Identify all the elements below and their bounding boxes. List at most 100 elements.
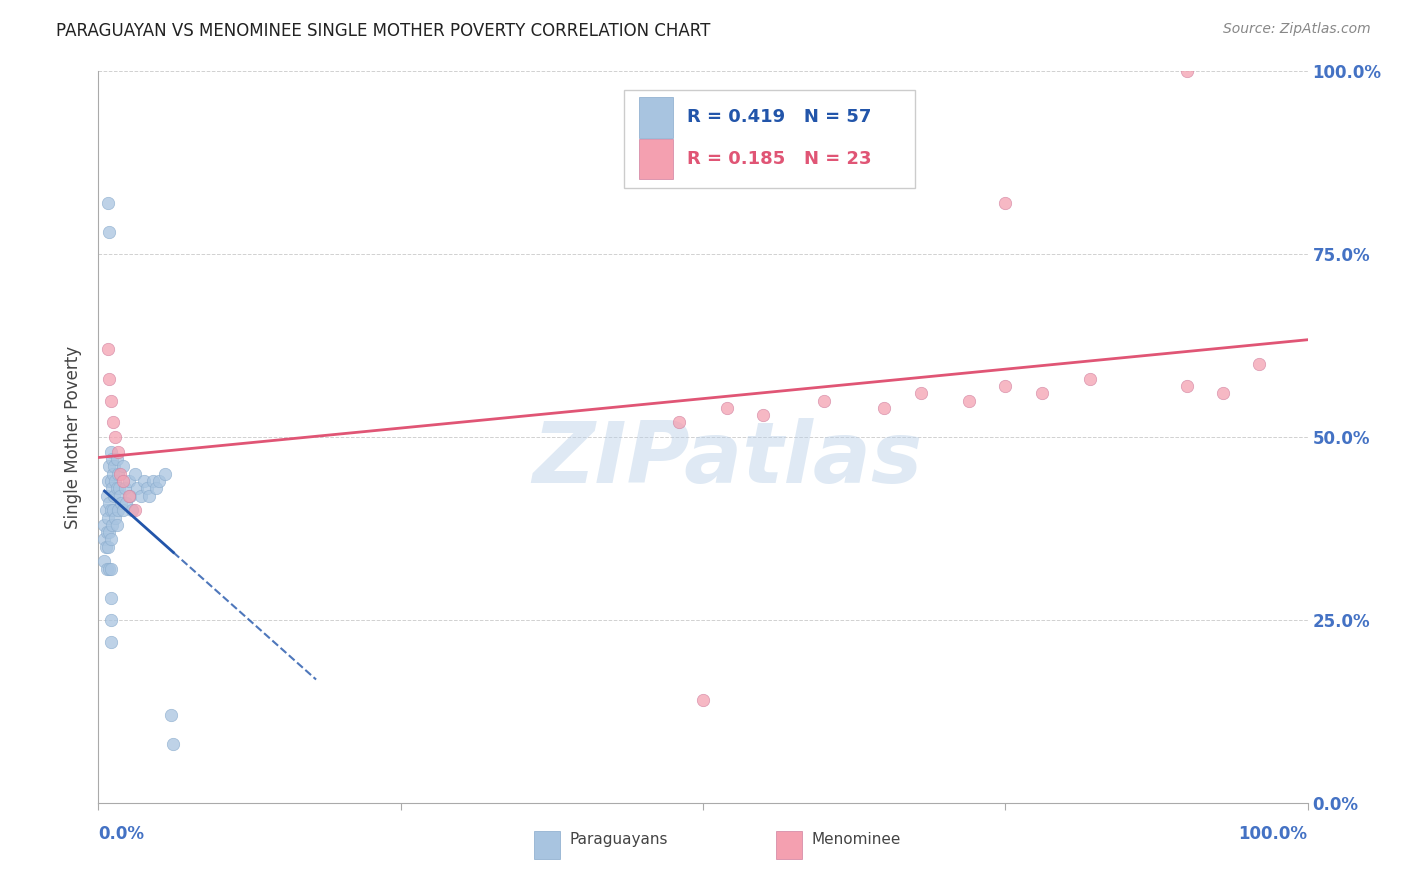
Point	[118, 489, 141, 503]
Point	[114, 481, 136, 495]
FancyBboxPatch shape	[638, 139, 673, 179]
Point	[813, 393, 835, 408]
Point	[97, 343, 120, 357]
Point	[145, 481, 167, 495]
Point	[97, 540, 120, 554]
Point	[692, 693, 714, 707]
Text: ZIPatlas: ZIPatlas	[531, 417, 922, 500]
Point	[107, 503, 129, 517]
Point	[1031, 386, 1053, 401]
Point	[111, 474, 134, 488]
Point	[100, 562, 122, 576]
Point	[98, 525, 121, 540]
Text: Menominee: Menominee	[811, 832, 901, 847]
Point	[98, 562, 121, 576]
Text: Source: ZipAtlas.com: Source: ZipAtlas.com	[1223, 22, 1371, 37]
Point	[98, 371, 121, 385]
Point	[124, 467, 146, 481]
Point	[111, 459, 134, 474]
Point	[98, 496, 121, 510]
Point	[668, 416, 690, 430]
Point	[127, 481, 149, 495]
Point	[138, 489, 160, 503]
Point	[100, 591, 122, 605]
Point	[105, 517, 128, 532]
Point	[115, 496, 138, 510]
Text: Paraguayans: Paraguayans	[569, 832, 668, 847]
Point	[107, 444, 129, 458]
Point	[104, 510, 127, 524]
Point	[110, 496, 132, 510]
Point	[160, 708, 183, 723]
Point	[134, 474, 156, 488]
Point	[94, 503, 117, 517]
FancyBboxPatch shape	[638, 97, 673, 137]
Point	[101, 416, 124, 430]
Point	[129, 489, 152, 503]
Point	[873, 401, 896, 415]
Point	[105, 481, 128, 495]
Point	[104, 474, 127, 488]
Point	[103, 459, 125, 474]
Point	[108, 481, 131, 495]
Point	[124, 503, 146, 517]
Point	[94, 540, 117, 554]
Point	[1249, 357, 1271, 371]
FancyBboxPatch shape	[534, 831, 561, 859]
Point	[118, 489, 141, 503]
Point	[93, 533, 115, 547]
Point	[135, 481, 157, 495]
Y-axis label: Single Mother Poverty: Single Mother Poverty	[65, 345, 83, 529]
Point	[148, 474, 170, 488]
Point	[98, 459, 121, 474]
Point	[111, 503, 134, 517]
Point	[105, 452, 128, 467]
Point	[910, 386, 932, 401]
Point	[96, 562, 118, 576]
Point	[100, 393, 122, 408]
Point	[108, 467, 131, 481]
Point	[1078, 371, 1101, 385]
Point	[1175, 64, 1198, 78]
Point	[93, 517, 115, 532]
Point	[104, 430, 127, 444]
Point	[97, 510, 120, 524]
Text: 100.0%: 100.0%	[1239, 825, 1308, 843]
Point	[107, 467, 129, 481]
Point	[1175, 379, 1198, 393]
Point	[93, 554, 115, 568]
Text: PARAGUAYAN VS MENOMINEE SINGLE MOTHER POVERTY CORRELATION CHART: PARAGUAYAN VS MENOMINEE SINGLE MOTHER PO…	[56, 22, 710, 40]
Point	[100, 533, 122, 547]
Point	[97, 474, 120, 488]
Point	[100, 613, 122, 627]
Point	[108, 489, 131, 503]
Text: 0.0%: 0.0%	[98, 825, 145, 843]
Point	[100, 474, 122, 488]
Text: R = 0.419   N = 57: R = 0.419 N = 57	[688, 109, 872, 127]
Point	[101, 503, 124, 517]
Point	[97, 196, 120, 211]
Point	[994, 196, 1017, 211]
Point	[96, 489, 118, 503]
Point	[100, 503, 122, 517]
Point	[121, 503, 143, 517]
Point	[96, 525, 118, 540]
Text: R = 0.185   N = 23: R = 0.185 N = 23	[688, 150, 872, 168]
Point	[101, 467, 124, 481]
Point	[716, 401, 738, 415]
Point	[994, 379, 1017, 393]
Point	[98, 225, 121, 239]
Point	[162, 737, 184, 751]
Point	[100, 481, 122, 495]
Point	[100, 635, 122, 649]
Point	[118, 474, 141, 488]
FancyBboxPatch shape	[624, 90, 915, 188]
Point	[100, 452, 122, 467]
Point	[100, 444, 122, 458]
Point	[142, 474, 165, 488]
Point	[957, 393, 980, 408]
Point	[752, 408, 775, 422]
Point	[103, 489, 125, 503]
Point	[1212, 386, 1234, 401]
FancyBboxPatch shape	[776, 831, 803, 859]
